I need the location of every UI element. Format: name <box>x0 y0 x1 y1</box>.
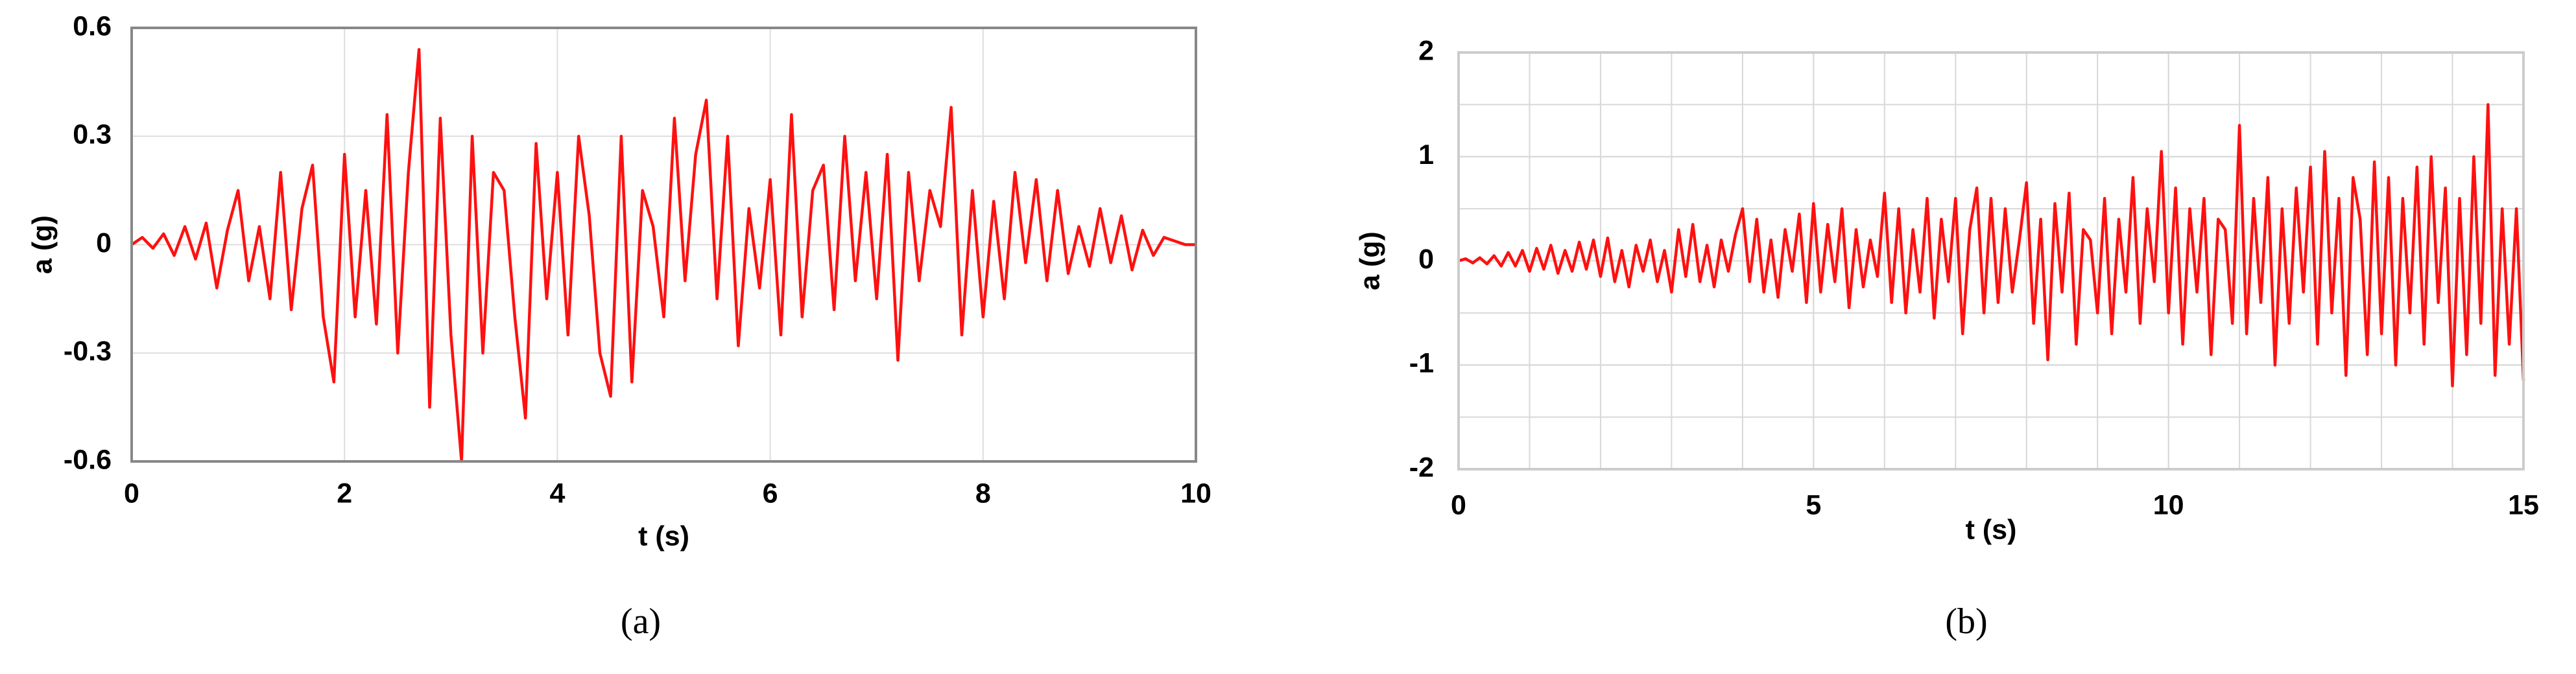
y-tick-label: 0.6 <box>73 10 112 41</box>
x-tick-label: 4 <box>549 478 565 509</box>
y-tick-label: -0.3 <box>64 336 112 367</box>
y-tick-label: -2 <box>1409 452 1434 483</box>
y-tick-label: -0.6 <box>64 444 112 475</box>
x-axis-label: t (s) <box>638 520 689 552</box>
x-tick-label: 10 <box>2153 489 2184 520</box>
x-tick-label: 5 <box>1806 489 1821 520</box>
x-tick-label: 0 <box>124 478 139 509</box>
data-line <box>130 48 1196 463</box>
y-tick-label: 0 <box>96 227 112 259</box>
plot-frame <box>1457 51 2525 471</box>
caption: (b) <box>1945 601 1987 642</box>
x-tick-label: 2 <box>337 478 352 509</box>
x-tick-label: 0 <box>1451 489 1466 520</box>
x-tick-label: 10 <box>1180 478 1211 509</box>
x-axis-label: t (s) <box>1966 514 2017 545</box>
y-tick-label: 0.3 <box>73 119 112 150</box>
y-tick-label: 1 <box>1418 139 1434 170</box>
plot-frame <box>130 27 1197 463</box>
x-tick-label: 15 <box>2508 489 2539 520</box>
data-line <box>1458 103 2525 388</box>
caption: (a) <box>621 601 661 642</box>
x-tick-label: 6 <box>763 478 778 509</box>
y-axis-label: a (g) <box>1354 231 1385 290</box>
x-tick-label: 8 <box>975 478 991 509</box>
y-axis-label: a (g) <box>27 215 58 274</box>
y-tick-label: 0 <box>1418 244 1434 275</box>
y-tick-label: 2 <box>1418 35 1434 66</box>
y-tick-label: -1 <box>1409 348 1434 379</box>
